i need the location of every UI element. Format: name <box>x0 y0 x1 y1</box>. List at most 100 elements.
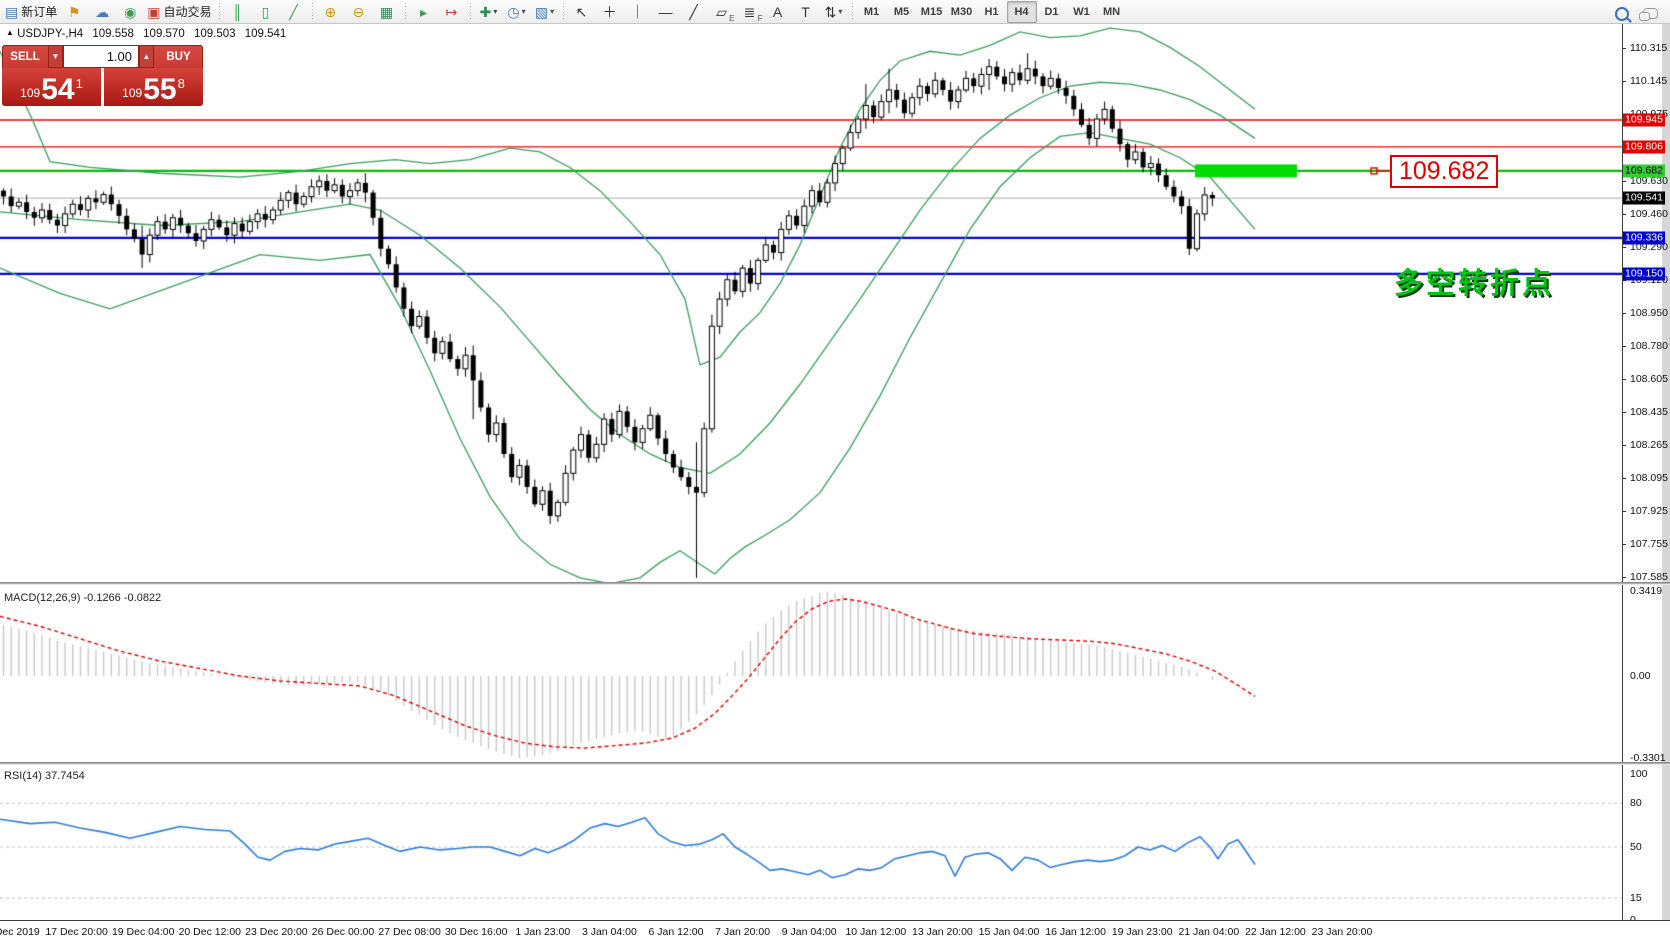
timeframe-h1-button[interactable]: H1 <box>984 5 999 18</box>
signals-icon-button[interactable]: ◉ <box>116 0 144 23</box>
chevron-down-icon[interactable]: ▾ <box>550 7 555 16</box>
auto-scroll-button[interactable]: ▸ <box>410 0 438 23</box>
price-tick-label: 109.460 <box>1630 207 1668 220</box>
chat-button[interactable] <box>1636 2 1664 25</box>
chevron-down-icon[interactable]: ▾ <box>493 7 498 16</box>
quote-line: ▲ USDJPY-,H4 109.558 109.570 109.503 109… <box>6 28 292 40</box>
price-tick-label: 108.605 <box>1630 373 1668 386</box>
chevron-down-icon[interactable]: ▾ <box>838 7 843 16</box>
sell-price[interactable]: 109 54 1 <box>2 68 101 106</box>
new-order-button[interactable]: ▤ 新订单 <box>2 0 60 23</box>
timeframe-m5-button[interactable]: M5 <box>893 5 910 18</box>
timeframe-m1-button[interactable]: M1 <box>863 5 880 18</box>
bar-chart-button[interactable]: ║ <box>224 0 252 23</box>
autotrade-icon: ▣ <box>147 3 161 20</box>
channel-button[interactable]: ▱ E <box>708 0 736 24</box>
crosshair-icon: ＋ <box>602 3 617 20</box>
rsi-label: RSI(14) 37.7454 <box>4 770 85 782</box>
price-level-badge: 109.541 <box>1623 191 1665 205</box>
line-chart-icon: ╱ <box>289 3 298 20</box>
community-icon-button[interactable]: ☁ <box>88 0 116 23</box>
channel-icon: ▱ <box>716 3 727 20</box>
volume-up-button[interactable]: ▲ <box>139 45 154 68</box>
axis-tick <box>1622 313 1626 314</box>
horn-icon-button[interactable]: ⚑ <box>60 0 88 23</box>
chart-shift-button[interactable]: ↦ <box>438 0 466 23</box>
fibonacci-button[interactable]: ≣ F <box>736 0 764 24</box>
rsi-tick-label: 15 <box>1630 892 1642 905</box>
time-label: 16 Jan 12:00 <box>1045 926 1106 938</box>
timeframe-w1-button[interactable]: W1 <box>1073 5 1090 18</box>
buy-price-big: 55 <box>143 73 177 106</box>
toolbar-separator <box>850 2 854 21</box>
turning-point-annotation[interactable]: 多空转折点 <box>1394 268 1555 300</box>
macd-tick-label: 0.00 <box>1630 670 1651 682</box>
time-label: 3 Jan 04:00 <box>581 926 637 938</box>
zoom-in-button[interactable]: ⊕ <box>317 0 345 23</box>
chart-window: ▲ USDJPY-,H4 109.558 109.570 109.503 109… <box>0 24 1670 947</box>
timeframe-h4-button[interactable]: H4 <box>1006 0 1037 23</box>
candlestick-chart-button[interactable]: ▯ <box>252 0 280 23</box>
new-order-icon: ▤ <box>5 3 19 20</box>
indicators-button[interactable]: ✚ ▾ <box>475 0 503 23</box>
cursor-button[interactable]: ↖ <box>568 0 596 23</box>
toolbar: ▤ 新订单 ⚑ ☁ ◉ ▣ 自动交易 ║ ▯ ╱ ⊕ ⊖ ▦ ▸ ↦ ✚ ▾ ◷ ▾ ▧ ▾ ↖ ＋｜ — ╱ ▱ E ≣ F A T ⇅ ▾ M… <box>0 0 1670 24</box>
chevron-down-icon[interactable]: ▾ <box>521 7 526 16</box>
trendline-button[interactable]: ╱ <box>680 0 708 23</box>
chart-shift-icon: ↦ <box>445 3 458 20</box>
horizontal-line-icon: — <box>658 3 673 20</box>
sub-letter: E <box>729 14 735 23</box>
price-tick-label: 109.630 <box>1630 174 1668 187</box>
symbol-period: USDJPY-,H4 <box>17 28 84 40</box>
fibonacci-icon: ≣ <box>743 3 756 20</box>
timeframe-m15-button[interactable]: M15 <box>920 5 943 18</box>
time-label: 17 Dec 20:00 <box>45 926 108 938</box>
horizontal-line-button[interactable]: — <box>652 0 680 23</box>
tile-windows-icon: ▦ <box>379 3 394 20</box>
timeframe-m30-button[interactable]: M30 <box>950 5 973 18</box>
candlestick-chart-icon: ▯ <box>261 3 270 20</box>
buy-price[interactable]: 109 55 8 <box>104 68 203 106</box>
axis-tick <box>1622 214 1626 215</box>
text-label-button[interactable]: T <box>792 0 820 23</box>
buy-price-prefix: 109 <box>122 86 143 100</box>
price-axis[interactable] <box>1622 24 1623 920</box>
tile-windows-button[interactable]: ▦ <box>373 0 401 23</box>
volume-down-button[interactable]: ▼ <box>48 45 63 68</box>
quote-high: 109.570 <box>143 28 185 40</box>
rsi-pane-canvas[interactable] <box>0 765 1622 920</box>
zoom-out-icon: ⊖ <box>352 3 365 20</box>
bar-chart-icon: ║ <box>232 3 243 20</box>
text-button[interactable]: A <box>764 0 792 23</box>
time-label: 7 Jan 20:00 <box>715 926 771 938</box>
timeframe-d1-button[interactable]: D1 <box>1044 5 1059 18</box>
price-tag-box[interactable]: 109.682 <box>1390 154 1499 188</box>
time-label: 30 Dec 16:00 <box>444 926 508 938</box>
arrows-button[interactable]: ⇅ ▾ <box>820 0 848 23</box>
autotrade-button[interactable]: ▣ 自动交易 <box>144 0 214 23</box>
axis-tick <box>1622 412 1626 413</box>
search-symbol-button[interactable] <box>1608 2 1636 25</box>
price-tick-label: 110.315 <box>1630 42 1668 55</box>
price-level-badge: 109.806 <box>1623 140 1665 154</box>
collapse-icon[interactable]: ▲ <box>6 28 14 37</box>
crosshair-button[interactable]: ＋ <box>596 0 624 23</box>
line-chart-button[interactable]: ╱ <box>280 0 308 23</box>
chat-icon <box>1638 8 1658 21</box>
periods-button[interactable]: ◷ ▾ <box>503 0 531 23</box>
toolbar-separator <box>217 2 221 21</box>
highlight-rectangle[interactable] <box>1195 164 1297 177</box>
pane-separator[interactable] <box>0 582 1670 585</box>
macd-pane-canvas[interactable] <box>0 585 1622 762</box>
pane-separator[interactable] <box>0 762 1670 765</box>
timeframe-mn-button[interactable]: MN <box>1102 5 1121 18</box>
templates-button[interactable]: ▧ ▾ <box>531 0 559 23</box>
templates-icon: ▧ <box>534 3 549 20</box>
buy-button[interactable]: BUY <box>166 50 191 63</box>
volume-input[interactable]: 1.00 <box>63 45 139 68</box>
vertical-line-button[interactable]: ｜ <box>624 0 652 23</box>
zoom-out-button[interactable]: ⊖ <box>345 0 373 23</box>
main-chart-canvas[interactable] <box>0 24 1622 582</box>
sell-button[interactable]: SELL <box>10 50 40 63</box>
